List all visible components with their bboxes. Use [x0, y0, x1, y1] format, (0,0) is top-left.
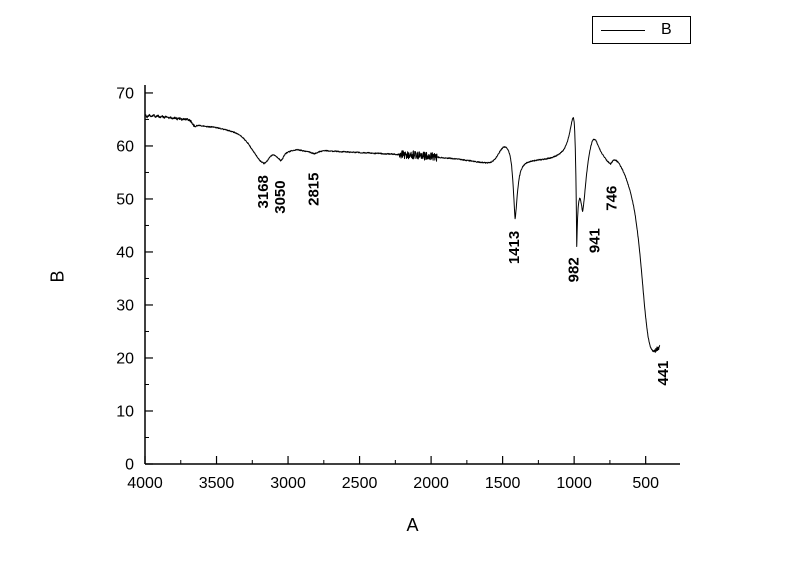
y-tick-label: 0 — [125, 457, 134, 474]
peak-label: 941 — [587, 228, 604, 253]
peak-label: 746 — [604, 186, 621, 211]
peak-label: 2815 — [306, 173, 323, 206]
x-tick-label: 3000 — [270, 475, 306, 492]
x-tick-label: 2000 — [413, 475, 449, 492]
legend-label: B — [661, 21, 672, 38]
x-tick-label: 3500 — [199, 475, 235, 492]
peak-label: 3168 — [255, 175, 272, 208]
y-axis-title: B — [47, 270, 68, 283]
y-tick-label: 20 — [116, 350, 134, 367]
legend-line-sample — [601, 29, 645, 31]
peak-label: 441 — [655, 361, 672, 386]
peak-label: 3050 — [272, 180, 289, 213]
y-tick-label: 40 — [116, 244, 134, 261]
x-tick-label: 2500 — [342, 475, 378, 492]
x-tick-label: 500 — [632, 475, 659, 492]
spectrum-curve — [144, 113, 661, 353]
x-axis-title: A — [406, 515, 419, 535]
y-tick-label: 10 — [116, 403, 134, 420]
x-tick-label: 1000 — [556, 475, 592, 492]
y-tick-label: 70 — [116, 85, 134, 102]
peak-label: 982 — [566, 257, 583, 282]
y-tick-label: 30 — [116, 297, 134, 314]
legend: B — [592, 16, 691, 44]
x-tick-label: 1500 — [485, 475, 521, 492]
y-tick-label: 50 — [116, 191, 134, 208]
x-tick-label: 4000 — [127, 475, 163, 492]
peak-label: 1413 — [506, 231, 523, 264]
y-tick-label: 60 — [116, 138, 134, 155]
